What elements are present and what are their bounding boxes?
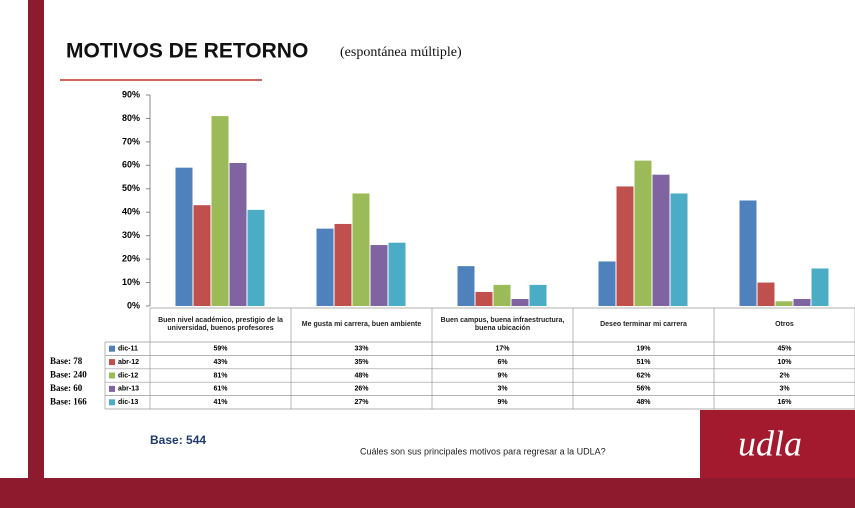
y-tick-label: 70%: [122, 136, 140, 146]
y-tick-label: 90%: [122, 89, 140, 99]
y-tick-label: 40%: [122, 207, 140, 217]
bar: [670, 193, 688, 306]
bar: [811, 268, 829, 306]
question: Cuáles son sus principales motivos para …: [360, 446, 606, 456]
data-label: 48%: [636, 399, 651, 406]
bar: [616, 186, 634, 306]
data-label: 62%: [636, 372, 651, 379]
base-label: Base: 240: [50, 370, 87, 380]
bar: [739, 200, 757, 306]
category-cell: Otros: [775, 320, 794, 328]
bar: [775, 301, 793, 306]
legend-label: dic-12: [118, 372, 138, 379]
legend-label: abr-12: [118, 359, 139, 366]
legend-swatch: [109, 372, 115, 379]
legend-label: abr-13: [118, 386, 139, 393]
bar: [211, 116, 229, 306]
legend-swatch: [109, 399, 115, 406]
y-tick-label: 0%: [127, 300, 140, 310]
chart-subtitle: (espontánea múltiple): [340, 45, 462, 60]
y-tick-label: 80%: [122, 113, 140, 123]
bar: [247, 209, 265, 306]
data-label: 56%: [636, 386, 651, 393]
logo-box: [700, 410, 855, 478]
data-label: 81%: [213, 372, 228, 379]
legend-swatch: [109, 359, 115, 366]
data-label: 3%: [779, 386, 790, 393]
data-label: 2%: [779, 372, 790, 379]
data-label: 33%: [354, 346, 369, 353]
bar: [475, 291, 493, 306]
base-total: Base: 544: [150, 433, 206, 447]
bar: [316, 228, 334, 306]
data-label: 6%: [497, 359, 508, 366]
bar: [370, 245, 388, 306]
bar: [493, 284, 511, 306]
x-tick-label: Otros: [775, 320, 794, 328]
data-label: 41%: [213, 399, 228, 406]
data-label: 17%: [495, 346, 510, 353]
bar: [388, 242, 406, 306]
bar: [652, 174, 670, 306]
data-label: 43%: [213, 359, 228, 366]
category-cell: Buen campus, buena infraestructura, buen…: [440, 316, 565, 332]
bar: [457, 266, 475, 306]
x-tick-label: Buen nivel académico, prestigio de la un…: [158, 316, 283, 332]
y-tick-label: 20%: [122, 253, 140, 263]
bar: [511, 298, 529, 306]
legend-swatch: [109, 385, 115, 392]
bottom-band: [0, 478, 855, 508]
legend-label: dic-11: [118, 346, 138, 353]
y-tick-label: 60%: [122, 160, 140, 170]
bar: [229, 162, 247, 306]
category-cell: Deseo terminar mi carrera: [600, 320, 687, 328]
chart-title: MOTIVOS DE RETORNO: [66, 40, 308, 63]
bar: [193, 205, 211, 306]
data-label: 48%: [354, 372, 369, 379]
base-label: Base: 78: [50, 356, 83, 366]
category-cell: Buen nivel académico, prestigio de la un…: [158, 316, 283, 332]
data-label: 45%: [777, 346, 792, 353]
bar: [757, 282, 775, 306]
data-label: 51%: [636, 359, 651, 366]
data-label: 16%: [777, 399, 792, 406]
bar: [175, 167, 193, 306]
data-label: 10%: [777, 359, 792, 366]
x-tick-label: Me gusta mi carrera, buen ambiente: [301, 320, 422, 328]
bar: [334, 223, 352, 306]
data-label: 19%: [636, 346, 651, 353]
bar: [352, 193, 370, 306]
legend-swatch: [109, 345, 115, 352]
data-label: 26%: [354, 386, 369, 393]
data-label: 3%: [497, 386, 508, 393]
y-tick-label: 30%: [122, 230, 140, 240]
data-label: 61%: [213, 386, 228, 393]
base-label: Base: 166: [50, 396, 87, 406]
data-label: 9%: [497, 399, 508, 406]
bar: [529, 284, 547, 306]
bar: [634, 160, 652, 306]
x-tick-label: Deseo terminar mi carrera: [600, 320, 687, 328]
left-band: [28, 0, 44, 508]
base-label: Base: 60: [50, 383, 83, 393]
data-label: 9%: [497, 372, 508, 379]
data-label: 35%: [354, 359, 369, 366]
y-tick-label: 10%: [122, 277, 140, 287]
logo: udla: [738, 423, 802, 463]
legend-label: dic-13: [118, 399, 138, 406]
data-label: 27%: [354, 399, 369, 406]
bar: [598, 261, 616, 306]
bar: [793, 298, 811, 306]
y-tick-label: 50%: [122, 183, 140, 193]
category-cell: Me gusta mi carrera, buen ambiente: [301, 320, 422, 328]
x-tick-label: Buen campus, buena infraestructura, buen…: [440, 316, 565, 332]
data-label: 59%: [213, 346, 228, 353]
